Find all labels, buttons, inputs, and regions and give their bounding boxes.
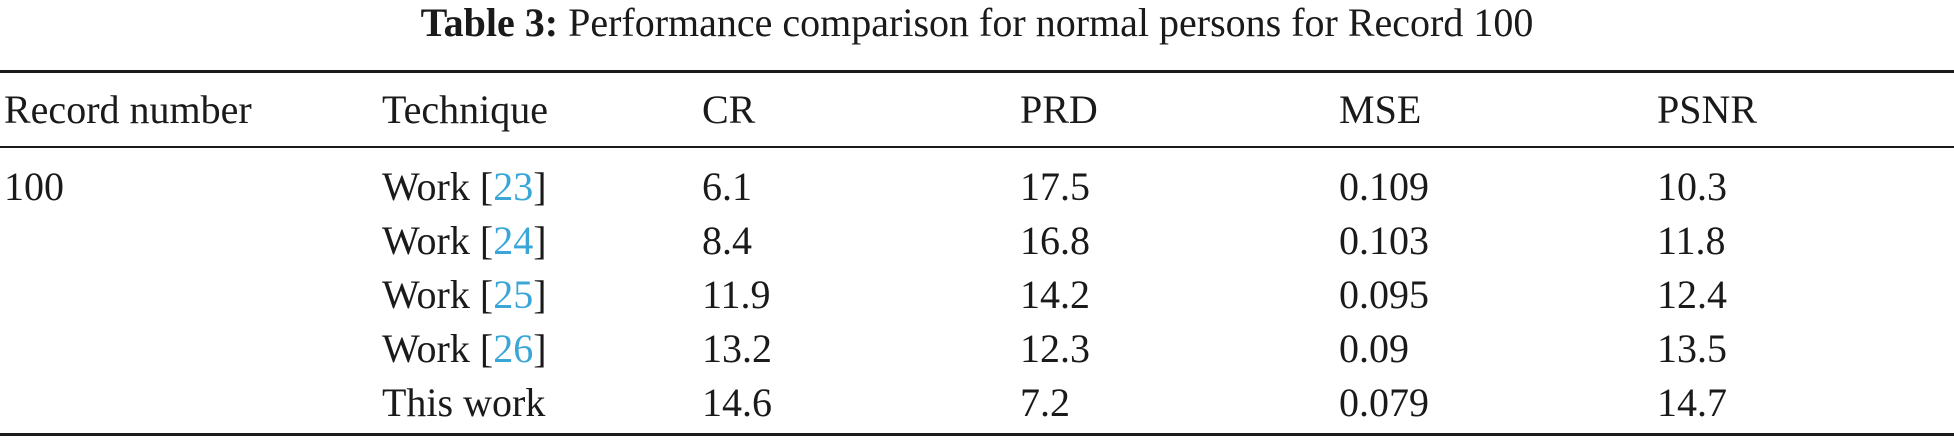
psnr-cell: 12.4 — [1657, 272, 1727, 317]
technique-cell: Work [26] — [382, 326, 547, 371]
cr-cell: 11.9 — [702, 272, 771, 317]
cr-cell: 6.1 — [702, 164, 752, 209]
header-prd: PRD — [1020, 87, 1098, 132]
cr-cell: 14.6 — [702, 380, 772, 425]
header-mse: MSE — [1339, 87, 1422, 132]
table-bottom-rule — [0, 433, 1954, 436]
header-record-number: Record number — [4, 87, 252, 132]
header-cr: CR — [702, 87, 756, 132]
table-top-rule — [0, 70, 1954, 73]
record-number-cell: 100 — [4, 164, 64, 209]
technique-cell: This work — [382, 380, 546, 425]
prd-cell: 17.5 — [1020, 164, 1090, 209]
cr-cell: 8.4 — [702, 218, 752, 263]
header-technique: Technique — [382, 87, 549, 132]
psnr-cell: 10.3 — [1657, 164, 1727, 209]
technique-cell: Work [25] — [382, 272, 547, 317]
psnr-cell: 13.5 — [1657, 326, 1727, 371]
table-caption: Table 3: Performance comparison for norm… — [0, 0, 1954, 52]
prd-cell: 16.8 — [1020, 218, 1090, 263]
citation-link[interactable]: 24 — [493, 218, 534, 263]
technique-cell: Work [24] — [382, 218, 547, 263]
technique-cell: Work [23] — [382, 164, 547, 209]
mse-cell: 0.079 — [1339, 380, 1429, 425]
mse-cell: 0.095 — [1339, 272, 1429, 317]
citation-link[interactable]: 23 — [493, 164, 534, 209]
cr-cell: 13.2 — [702, 326, 772, 371]
mse-cell: 0.103 — [1339, 218, 1429, 263]
citation-link[interactable]: 25 — [493, 272, 534, 317]
citation-link[interactable]: 26 — [493, 326, 534, 371]
psnr-cell: 11.8 — [1657, 218, 1726, 263]
psnr-cell: 14.7 — [1657, 380, 1727, 425]
mse-cell: 0.09 — [1339, 326, 1409, 371]
prd-cell: 14.2 — [1020, 272, 1090, 317]
table-header-rule — [0, 146, 1954, 148]
header-psnr: PSNR — [1657, 87, 1758, 132]
prd-cell: 12.3 — [1020, 326, 1090, 371]
prd-cell: 7.2 — [1020, 380, 1070, 425]
table-caption-text: Performance comparison for normal person… — [568, 0, 1534, 45]
mse-cell: 0.109 — [1339, 164, 1429, 209]
table-caption-label: Table 3: — [420, 0, 559, 45]
